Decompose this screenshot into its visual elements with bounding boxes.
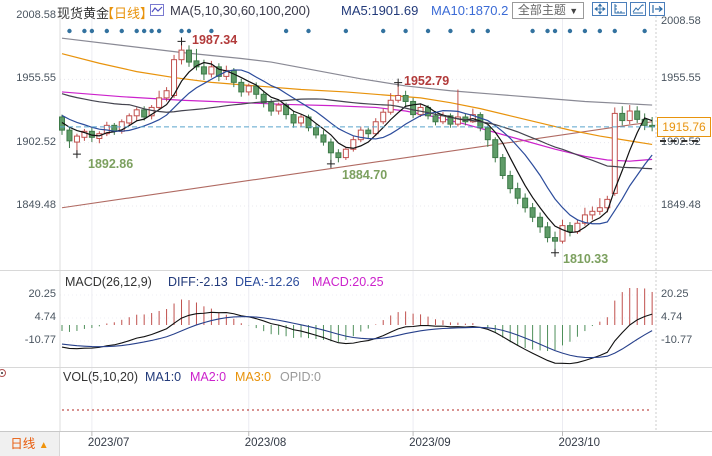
- event-dot: [470, 28, 476, 34]
- macd-dea-value: DEA:-12.26: [235, 275, 300, 289]
- ma30-line: [61, 93, 653, 170]
- event-dot: [306, 28, 311, 34]
- event-dot: [156, 28, 162, 34]
- event-dot: [119, 28, 124, 34]
- event-dot: [403, 28, 408, 34]
- event-dot: [545, 28, 550, 34]
- event-dot: [381, 28, 386, 34]
- event-dot: [149, 28, 154, 34]
- themes-dropdown-label: 全部主题: [517, 3, 566, 17]
- event-dot: [283, 28, 289, 34]
- event-dot: [343, 28, 349, 34]
- event-dot: [134, 28, 139, 34]
- ma-settings-label: MA(5,10,30,60,100,200): [170, 3, 311, 18]
- ma60-line: [61, 37, 653, 106]
- event-dot: [485, 28, 490, 34]
- vol-ma1-value: MA1:0: [145, 370, 182, 384]
- ma100-line: [61, 53, 653, 146]
- event-dot: [67, 28, 72, 34]
- event-dot: [425, 28, 431, 34]
- diff-line: [61, 311, 653, 365]
- symbol-title: 现货黄金: [57, 6, 110, 21]
- timeframe-label: 日线: [10, 437, 36, 451]
- event-dot: [597, 28, 603, 34]
- pan-icon[interactable]: [592, 2, 608, 16]
- chevron-down-icon: ▼: [569, 6, 579, 16]
- macd-settings-label: MACD(26,12,9): [65, 275, 152, 289]
- event-dot: [179, 28, 184, 34]
- vol-ma2-value: MA2:0: [190, 370, 227, 384]
- event-dot: [104, 28, 110, 34]
- event-dot: [552, 28, 558, 34]
- event-dot: [209, 28, 214, 34]
- event-dot: [448, 28, 453, 34]
- vol-settings-label: VOL(5,10,20): [63, 370, 139, 384]
- themes-dropdown[interactable]: 全部主题 ▼: [512, 2, 584, 19]
- current-price-tag: 1915.76: [657, 117, 711, 137]
- event-dot: [82, 28, 87, 34]
- ma5-line: [61, 61, 653, 234]
- ma10-line: [61, 69, 653, 225]
- event-dot: [612, 28, 617, 34]
- ma10-value: MA10:1870.2: [431, 3, 509, 18]
- axis-scale-icon[interactable]: [611, 2, 627, 16]
- event-dot: [642, 28, 647, 34]
- timeframe-selector[interactable]: 日线 ▲: [0, 432, 60, 456]
- export-icon[interactable]: [649, 2, 665, 16]
- dea-line: [61, 316, 653, 359]
- event-dot: [89, 28, 95, 34]
- ma5-value: MA5:1901.69: [341, 3, 419, 18]
- macd-diff-value: DIFF:-2.13: [168, 275, 228, 289]
- vol-opid-value: OPID:0: [280, 370, 321, 384]
- event-dot: [567, 28, 573, 34]
- event-dot: [141, 28, 147, 34]
- event-dot: [186, 28, 192, 34]
- vol-ma3-value: MA3:0: [235, 370, 272, 384]
- macd-value: MACD:20.25: [312, 275, 384, 289]
- event-dot: [530, 28, 535, 34]
- period-badge: 【日线】: [101, 6, 154, 21]
- triangle-up-icon: ▲: [38, 440, 49, 451]
- event-dot: [582, 28, 588, 34]
- price-tag-dash: [660, 140, 698, 142]
- trend-run-icon[interactable]: [630, 2, 646, 16]
